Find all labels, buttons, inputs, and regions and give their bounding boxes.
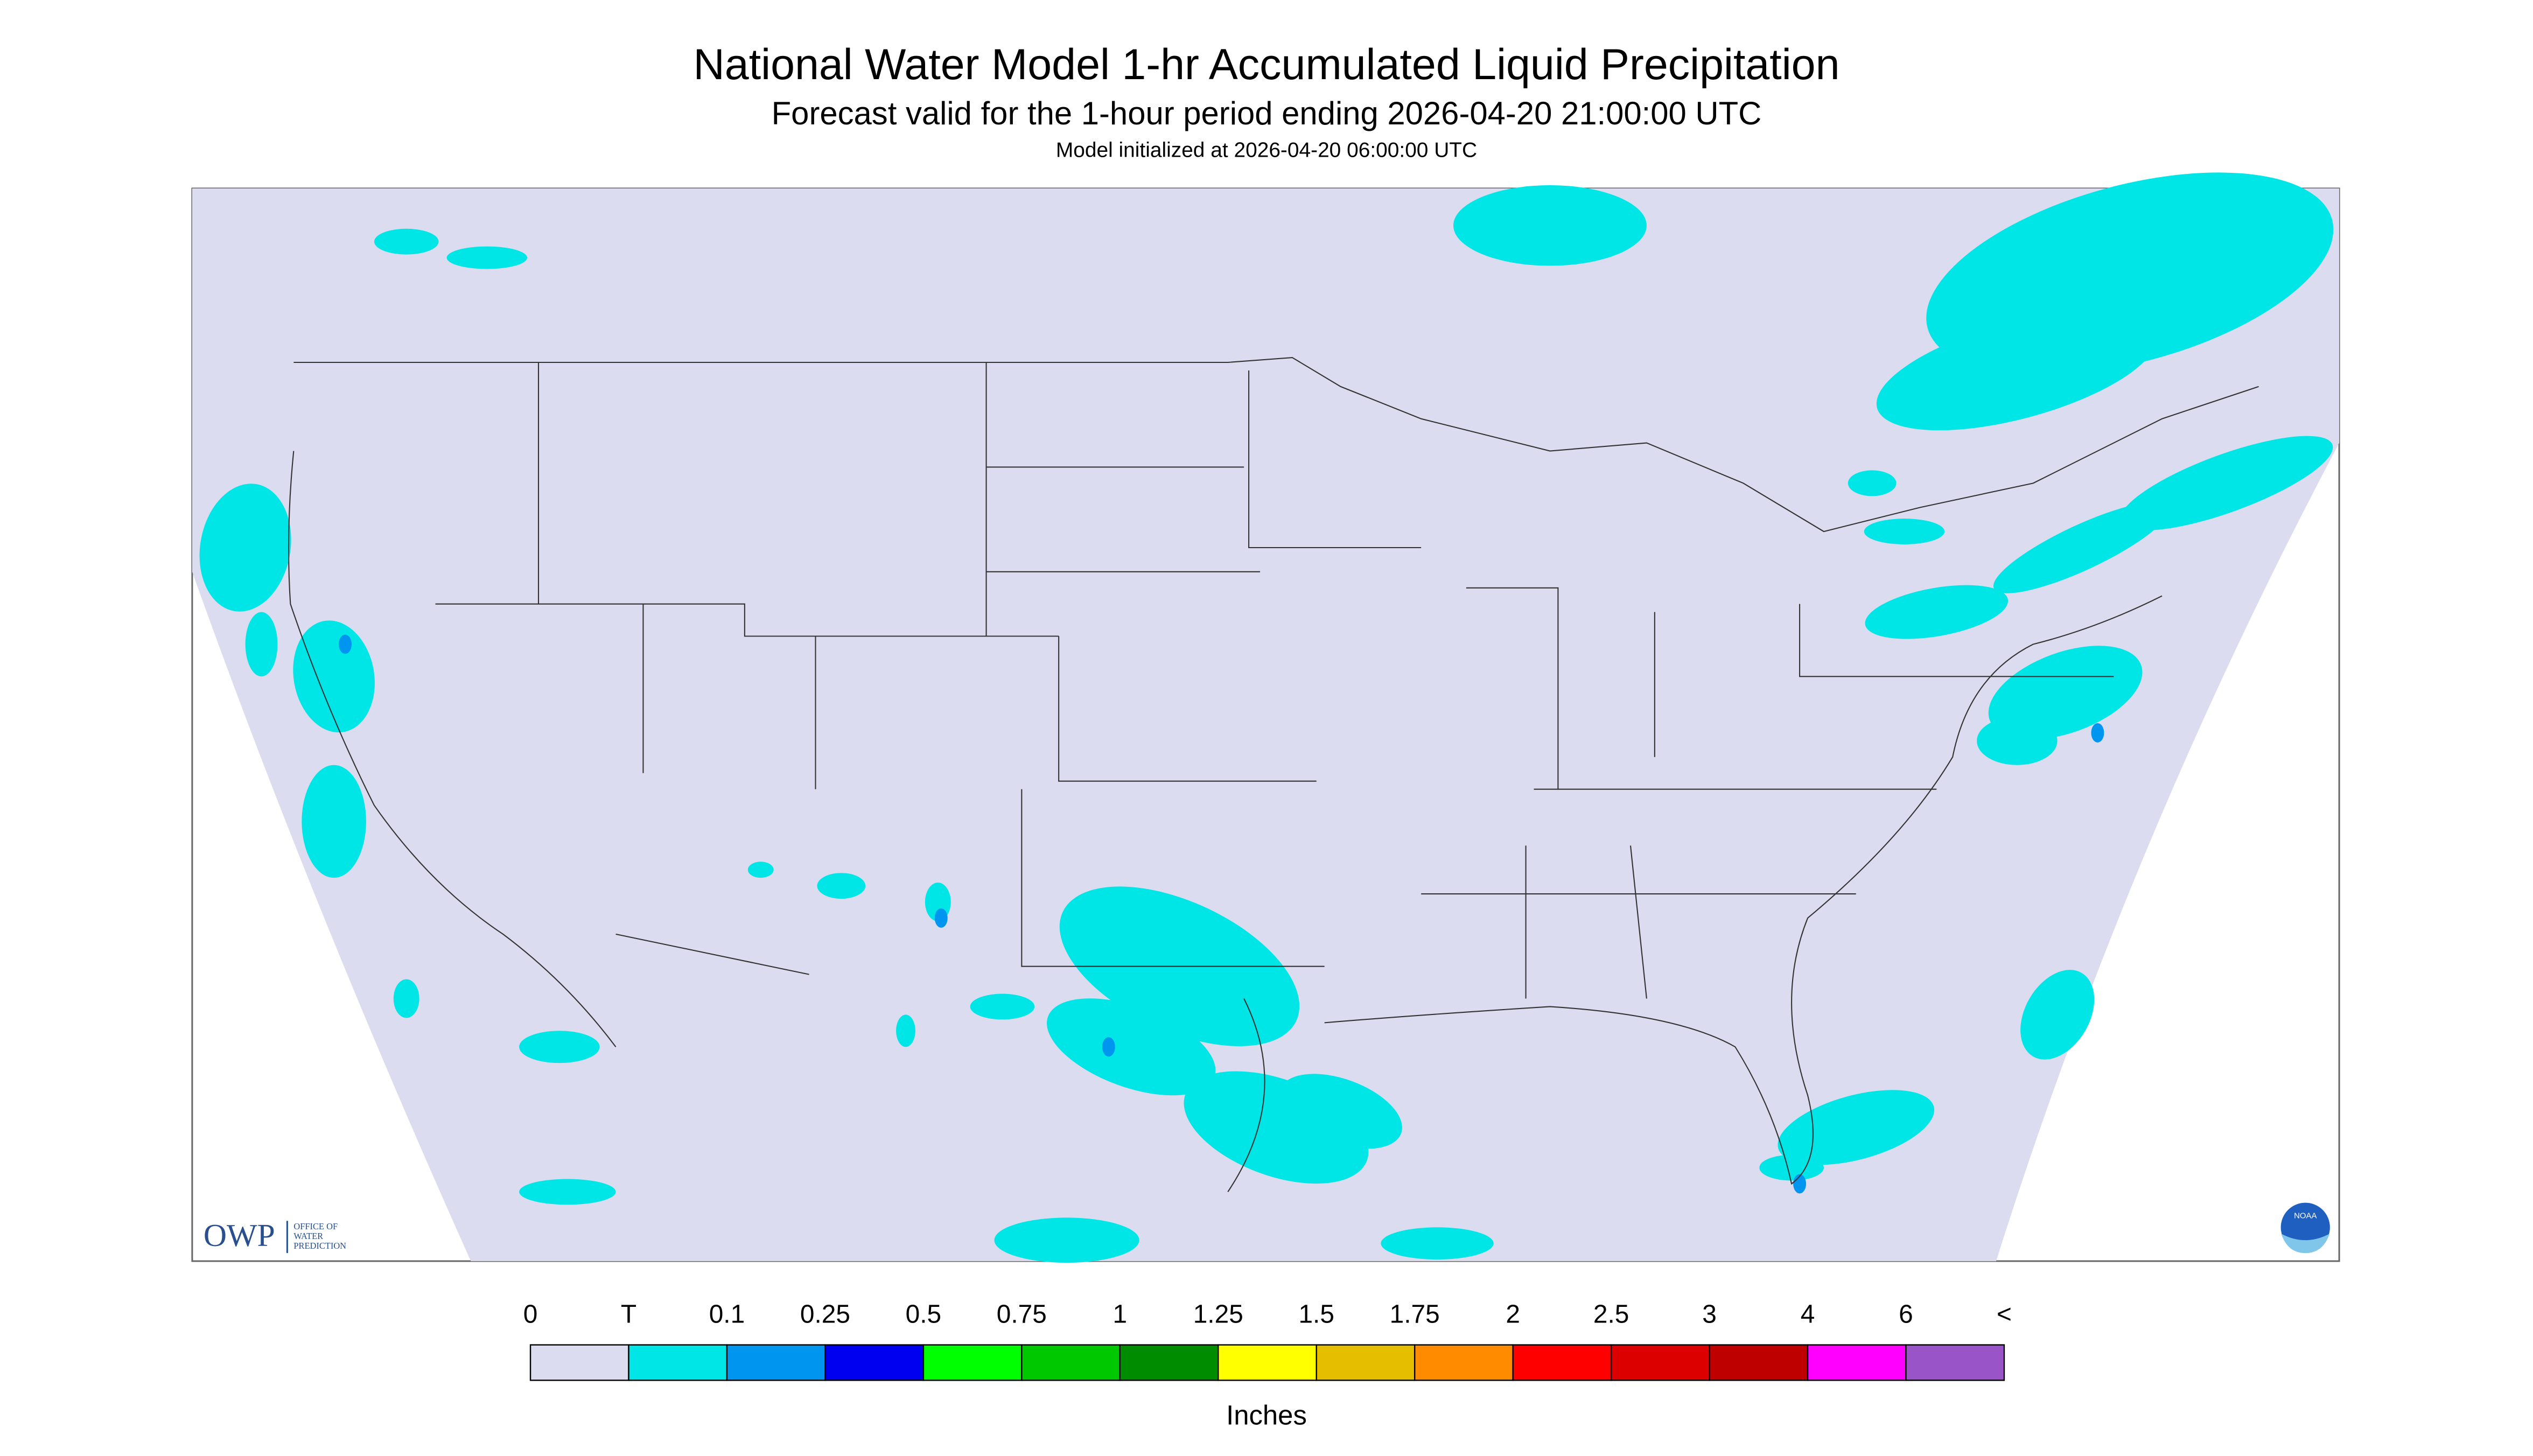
title: National Water Model 1-hr Accumulated Li… <box>694 40 1840 89</box>
legend-label: 1.5 <box>1298 1300 1334 1328</box>
init-time: Model initialized at 2026-04-20 06:00:00… <box>1056 138 1477 162</box>
precip-area <box>817 873 866 899</box>
precip-area <box>1848 470 1897 496</box>
legend-label: 1.75 <box>1390 1300 1440 1328</box>
logo-line: OFFICE OF <box>293 1221 338 1231</box>
legend-label: 0.1 <box>709 1300 745 1328</box>
legend-label: 0.75 <box>997 1300 1047 1328</box>
legend-swatch <box>628 1344 728 1381</box>
legend-swatch <box>1905 1344 2005 1381</box>
precip-area <box>994 1217 1139 1263</box>
coastline <box>288 451 2163 1193</box>
model-domain <box>192 188 2340 1262</box>
legend-swatch <box>1119 1344 1219 1381</box>
legend-swatch <box>1217 1344 1317 1381</box>
legend-swatch <box>1610 1344 1710 1381</box>
noaa-wave <box>2281 1234 2330 1254</box>
legend-swatch <box>1709 1344 1809 1381</box>
legend: Inches 0 T 0.1 0.25 0.5 0.75 1 1.25 1.5 1.75 2 2.5 3… <box>523 1300 2012 1430</box>
legend-label: 2 <box>1506 1300 1520 1328</box>
precip-area <box>302 765 366 878</box>
borders <box>288 356 2259 1193</box>
precip-area <box>199 484 291 612</box>
logo-line: PREDICTION <box>293 1241 346 1251</box>
precip-area <box>1977 717 2058 765</box>
precip-area <box>1279 1074 1402 1149</box>
precip-area <box>1453 185 1647 266</box>
precip-core <box>339 634 352 654</box>
precip-area <box>446 246 528 269</box>
precip-area <box>970 993 1035 1020</box>
legend-label: 0.25 <box>800 1300 850 1328</box>
precip-area <box>519 1179 616 1205</box>
precip-area <box>374 228 439 255</box>
legend-label: 1.25 <box>1193 1300 1243 1328</box>
legend-swatch <box>824 1344 925 1381</box>
noaa-logo: NOAA <box>2278 1200 2333 1255</box>
precip-area <box>2120 436 2333 531</box>
precip-area <box>2020 970 2095 1060</box>
subtitle: Forecast valid for the 1-hour period end… <box>772 95 1762 131</box>
legend-label: 1 <box>1113 1300 1128 1328</box>
legend-label: 3 <box>1702 1300 1717 1328</box>
noaa-text: NOAA <box>2294 1211 2317 1220</box>
legend-swatch <box>529 1344 629 1381</box>
legend-label: 0 <box>523 1300 538 1328</box>
precip-area <box>245 612 278 677</box>
precip-area <box>896 1014 915 1047</box>
legend-label: 2.5 <box>1593 1300 1629 1328</box>
legend-label: 0.5 <box>906 1300 942 1328</box>
map <box>191 172 2340 1263</box>
precip-area <box>293 620 375 733</box>
precip-area <box>1381 1227 1494 1260</box>
legend-swatch <box>1021 1344 1121 1381</box>
precip-core <box>2091 723 2104 743</box>
owp-logo: OWP OFFICE OF WATER PREDICTION <box>204 1217 346 1254</box>
precip-area <box>1759 1154 1824 1181</box>
legend-label: 6 <box>1899 1300 1913 1328</box>
precip-area <box>1993 502 2170 593</box>
precip-area <box>519 1031 600 1063</box>
precip-area <box>1778 1090 1935 1165</box>
precip-core <box>934 908 948 928</box>
precip-area <box>1864 519 1945 545</box>
precip-area <box>747 862 774 878</box>
legend-unit: Inches <box>1226 1400 1307 1431</box>
precip-core <box>1102 1037 1115 1057</box>
border <box>435 362 2114 999</box>
precip-area <box>1047 998 1216 1096</box>
precip-area <box>1988 646 2143 740</box>
legend-label: T <box>621 1300 636 1328</box>
precip-area <box>1865 585 2009 639</box>
precip-area <box>393 979 419 1018</box>
logo-line: WATER <box>293 1231 323 1241</box>
legend-label: 4 <box>1801 1300 1815 1328</box>
legend-swatch <box>1316 1344 1416 1381</box>
legend-swatch <box>922 1344 1023 1381</box>
legend-swatch <box>1512 1344 1612 1381</box>
logo-abbr: OWP <box>204 1217 275 1253</box>
precip-area <box>1876 310 2158 431</box>
legend-label: < <box>1997 1300 2012 1328</box>
legend-swatch <box>1807 1344 1907 1381</box>
legend-swatch <box>1414 1344 1514 1381</box>
border <box>293 356 2259 533</box>
legend-swatch <box>726 1344 826 1381</box>
